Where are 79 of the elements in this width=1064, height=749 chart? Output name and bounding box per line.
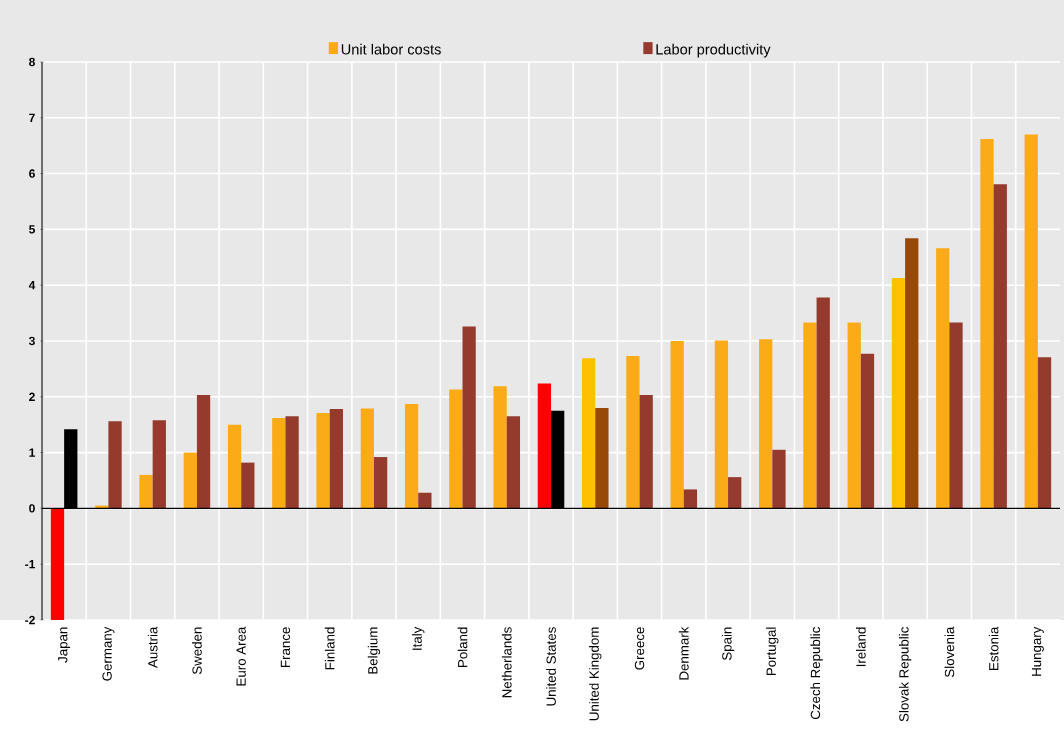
x-tick-label: Poland (457, 627, 468, 667)
x-tick-label: Czech Republic (810, 627, 823, 720)
x-tick-label: Euro Area (236, 626, 246, 686)
y-tick-label: 1 (29, 448, 35, 457)
bar (183, 452, 197, 509)
x-tick-label: Belgium (367, 627, 381, 674)
bar (670, 340, 684, 509)
bar (639, 395, 653, 509)
x-tick-label: Austria (147, 626, 158, 668)
x-tick-label: Italy (412, 626, 425, 650)
x-tick-label: Ireland (855, 627, 866, 667)
bar (506, 416, 521, 509)
x-tick-label: Sweden (192, 627, 202, 675)
bar (803, 322, 817, 509)
x-tick-label: Germany (102, 626, 115, 681)
x-tick-label: Portugal (766, 627, 779, 676)
x-tick-label: Estonia (988, 626, 999, 670)
x-tick-label: United Kingdom (589, 627, 602, 721)
legend-label: Labor productivity (656, 43, 771, 58)
x-tick-label: Slovenia (944, 626, 955, 678)
bar (847, 322, 861, 509)
bar (241, 462, 255, 509)
bar (227, 424, 242, 509)
legend-label: Unit labor costs (341, 43, 441, 55)
x-tick-label: Japan (58, 627, 71, 663)
x-tick-label: United States (546, 627, 556, 706)
bar (404, 404, 419, 509)
bar (860, 353, 875, 509)
bar (108, 421, 122, 509)
y-tick-label: -2 (25, 615, 35, 625)
x-tick-label: Denmark (678, 626, 689, 680)
bar (418, 492, 432, 509)
bar (373, 457, 388, 509)
bar (993, 184, 1007, 509)
bar (360, 408, 374, 509)
x-tick-label: France (280, 627, 291, 667)
x-tick-label: Greece (634, 627, 645, 670)
bar (683, 489, 698, 509)
bar (272, 417, 286, 509)
bar (759, 339, 773, 509)
bar (626, 356, 640, 509)
x-tick-label: Hungary (1031, 626, 1044, 676)
x-tick-label: Netherlands (501, 627, 512, 698)
bar (582, 358, 596, 509)
bar (980, 138, 994, 509)
bar (50, 508, 65, 620)
bar (1037, 357, 1052, 509)
bar (949, 322, 963, 509)
bar (772, 449, 786, 509)
bar (1024, 134, 1038, 509)
bar (316, 412, 330, 509)
bar (936, 248, 950, 509)
bar (595, 407, 609, 509)
bar (329, 409, 343, 509)
x-tick-label: Spain (721, 627, 735, 661)
bar (152, 420, 166, 509)
bar (905, 238, 919, 509)
y-tick-label: 4 (28, 281, 36, 290)
x-tick-label: Finland (324, 627, 335, 670)
y-tick-label: 7 (29, 113, 35, 122)
y-tick-label: 5 (29, 225, 35, 234)
bar (891, 277, 906, 509)
bar (462, 326, 476, 509)
bar (493, 386, 507, 509)
bar (449, 389, 463, 509)
bar (196, 395, 211, 509)
bar (537, 383, 552, 509)
x-tick-label: Slovak Republic (898, 627, 912, 722)
y-tick-label: 3 (28, 336, 35, 346)
bar (728, 477, 742, 509)
bar (139, 474, 153, 509)
y-tick-label: -1 (25, 560, 35, 569)
bar (714, 340, 729, 509)
y-tick-label: 2 (29, 392, 35, 401)
y-tick-label: 0 (29, 504, 35, 513)
bar (285, 416, 299, 509)
bar (816, 297, 830, 509)
y-tick-label: 8 (29, 57, 35, 67)
y-tick-label: 6 (29, 169, 35, 178)
